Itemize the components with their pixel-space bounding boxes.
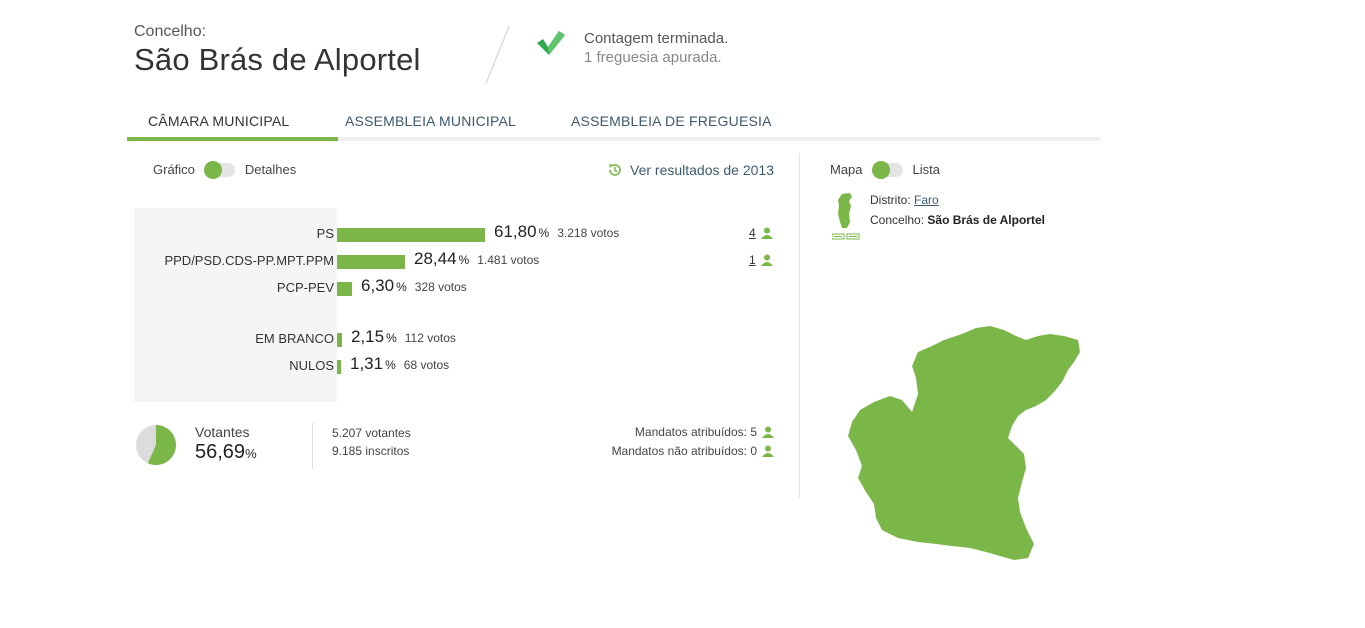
view-toggle-label-chart: Gráfico	[153, 162, 195, 177]
percent-symbol: %	[396, 280, 407, 294]
party-bar	[337, 282, 352, 296]
municipality-name: São Brás de Alportel	[927, 213, 1045, 227]
results-2013-label: Ver resultados de 2013	[630, 162, 774, 178]
municipality-label: Concelho:	[870, 213, 925, 227]
portugal-map-icon[interactable]	[832, 192, 862, 242]
party-percentage: 61,80% 3.218 votos	[494, 222, 619, 242]
mandates-unassigned-label: Mandatos não atribuídos: 0	[611, 444, 757, 458]
percentage-value: 6,30	[361, 276, 395, 295]
tab-assembleia-freguesia[interactable]: ASSEMBLEIA DE FREGUESIA	[571, 113, 772, 129]
column-divider	[799, 153, 800, 498]
percent-symbol: %	[385, 358, 396, 372]
percentage-value: 2,15	[351, 327, 385, 346]
person-icon	[762, 445, 774, 457]
election-tabs: CÂMARA MUNICIPAL ASSEMBLEIA MUNICIPAL AS…	[127, 104, 1100, 141]
party-bar	[337, 228, 485, 242]
mandates-assigned-label: Mandatos atribuídos: 5	[634, 425, 757, 439]
tab-assembleia-municipal[interactable]: ASSEMBLEIA MUNICIPAL	[345, 113, 517, 129]
party-name: NULOS	[289, 358, 334, 373]
party-votes: 328 votos	[414, 280, 467, 294]
percentage-value: 61,80	[494, 222, 537, 241]
party-percentage: 1,31% 68 votos	[350, 354, 449, 374]
history-icon	[609, 164, 621, 176]
party-percentage: 28,44% 1.481 votos	[414, 249, 539, 269]
person-icon	[760, 254, 773, 266]
district-link[interactable]: Faro	[914, 193, 939, 207]
header-divider	[485, 26, 510, 84]
voters-count: 5.207 votantes	[332, 426, 411, 440]
party-seats: 4	[749, 226, 773, 240]
municipality-map[interactable]	[840, 322, 1085, 567]
party-seats-link[interactable]: 4	[749, 226, 756, 240]
status-subtitle: 1 freguesia apurada.	[584, 49, 722, 66]
party-name: PPD/PSD.CDS-PP.MPT.PPM	[164, 253, 334, 268]
map-toggle-label-list: Lista	[912, 162, 940, 177]
header-label: Concelho:	[134, 23, 207, 40]
party-votes: 1.481 votos	[477, 253, 540, 267]
turnout-percent-symbol: %	[245, 446, 257, 461]
party-bar	[337, 333, 342, 347]
percent-symbol: %	[386, 331, 397, 345]
percent-symbol: %	[458, 253, 470, 267]
percentage-value: 28,44	[414, 249, 457, 268]
turnout-value: 56,69%	[195, 441, 257, 464]
registered-count: 9.185 inscritos	[332, 444, 410, 458]
status-title: Contagem terminada.	[584, 30, 729, 47]
mandates-unassigned: Mandatos não atribuídos: 0	[612, 444, 774, 458]
municipality-line: Concelho: São Brás de Alportel	[870, 213, 1045, 227]
turnout-label: Votantes	[195, 424, 250, 440]
party-votes: 68 votos	[403, 358, 450, 372]
party-seats-link[interactable]: 1	[749, 253, 756, 267]
map-toggle[interactable]	[871, 160, 903, 179]
mandates-assigned: Mandatos atribuídos: 5	[635, 425, 774, 439]
party-votes: 3.218 votos	[557, 226, 620, 240]
party-bar	[337, 255, 405, 269]
party-percentage: 2,15% 112 votos	[351, 327, 456, 347]
view-toggle-row: Gráfico Detalhes	[153, 160, 297, 179]
map-toggle-label-map: Mapa	[830, 162, 863, 177]
party-bar	[337, 360, 341, 374]
percentage-value: 1,31	[350, 354, 384, 373]
turnout-value-number: 56,69	[195, 441, 246, 463]
map-toggle-row: Mapa Lista	[830, 160, 940, 179]
turnout-pie	[136, 425, 176, 465]
view-toggle[interactable]	[203, 160, 235, 179]
page-title: São Brás de Alportel	[134, 42, 421, 77]
party-seats: 1	[749, 253, 773, 267]
turnout-divider	[312, 423, 313, 469]
view-toggle-label-details: Detalhes	[244, 162, 297, 177]
active-tab-indicator	[127, 137, 338, 141]
party-names-panel	[134, 208, 337, 402]
person-icon	[760, 227, 773, 239]
party-name: EM BRANCO	[255, 331, 334, 346]
party-percentage: 6,30% 328 votos	[361, 276, 467, 296]
check-icon	[537, 31, 565, 55]
party-votes: 112 votos	[404, 331, 456, 345]
district-line: Distrito: Faro	[870, 193, 939, 207]
tab-camara-municipal[interactable]: CÂMARA MUNICIPAL	[148, 113, 290, 129]
percent-symbol: %	[538, 226, 550, 240]
district-label: Distrito:	[870, 193, 911, 207]
party-name: PS	[316, 226, 334, 241]
party-name: PCP-PEV	[276, 280, 334, 295]
results-2013-link[interactable]: Ver resultados de 2013	[607, 162, 774, 178]
person-icon	[762, 426, 774, 438]
